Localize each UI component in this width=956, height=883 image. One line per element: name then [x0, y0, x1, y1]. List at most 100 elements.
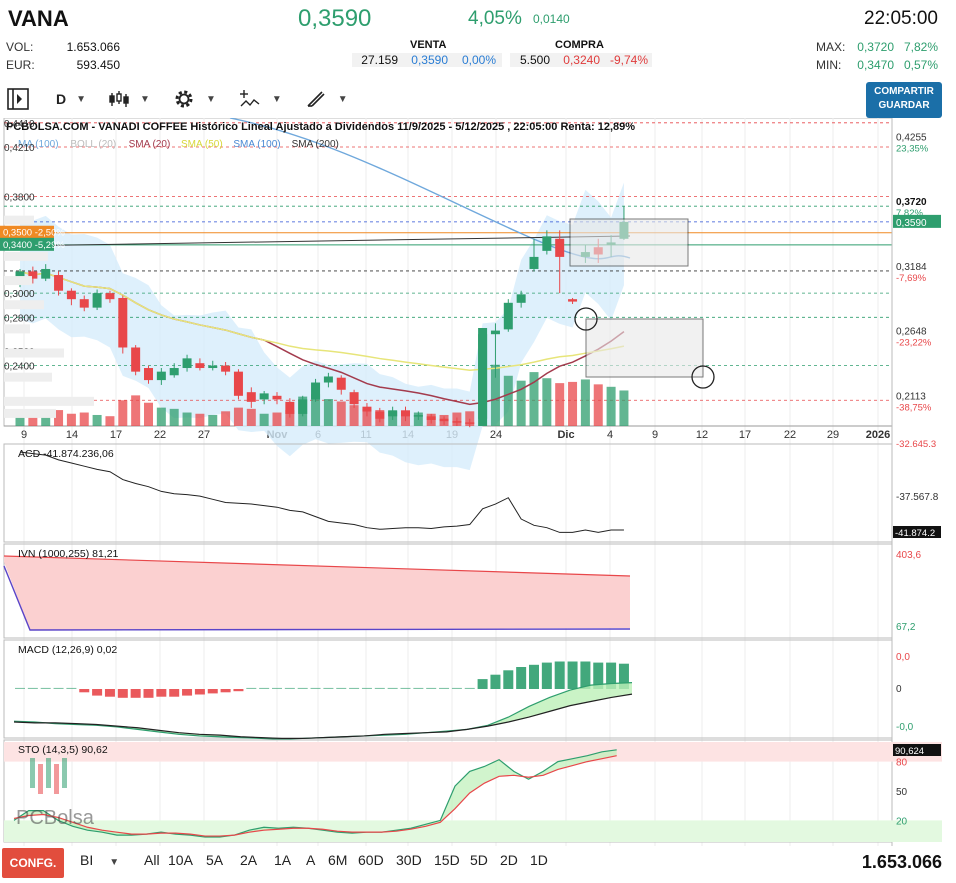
candlestick-icon	[109, 91, 129, 107]
period-button-10a[interactable]: 10A	[168, 852, 193, 868]
period-button-5d[interactable]: 5D	[470, 852, 488, 868]
right-price-label: 0,2113	[896, 391, 926, 402]
macd-histogram-bar	[361, 687, 372, 689]
macd-signal-line	[13, 693, 633, 740]
chevron-down-icon: ▼	[109, 857, 120, 868]
period-select[interactable]: D ▼	[56, 86, 86, 112]
period-button-60d[interactable]: 60D	[358, 852, 384, 868]
volume-bar	[516, 380, 526, 426]
right-pct-label: 23,35%	[896, 144, 929, 155]
macd-histogram-bar	[451, 687, 462, 689]
chart-toolbar: D ▼ ▼ ▼ ▼ ▼	[6, 86, 362, 112]
venta-pct: 0,00%	[461, 53, 496, 67]
right-pct-label: -7,69%	[896, 273, 927, 284]
legend-entry: SMA (200)	[292, 139, 339, 150]
left-price-label: 0,3800	[4, 193, 35, 204]
right-price-label: 0,3184	[896, 262, 927, 273]
macd-histogram-bar	[400, 687, 411, 689]
period-button-all[interactable]: All	[144, 852, 160, 868]
candle-body	[144, 368, 153, 381]
share-save-button[interactable]: COMPARTIR GUARDAR	[866, 82, 942, 118]
candle-body	[542, 236, 552, 251]
drawing-circle	[574, 307, 598, 331]
panel-toggle-button[interactable]	[6, 86, 30, 112]
volume-profile-bar	[4, 251, 48, 261]
period-button-15d[interactable]: 15D	[434, 852, 460, 868]
compra-box	[510, 53, 652, 67]
chevron-down-icon: ▼	[76, 93, 87, 105]
macd-histogram-bar	[53, 687, 64, 689]
volume-bar	[503, 375, 513, 426]
left-price-label: 0,4210	[4, 143, 35, 154]
ivn-upper-line	[3, 555, 631, 577]
acd-axis-label: -32.645.3	[896, 439, 936, 450]
volume-bar	[208, 414, 218, 426]
macd-histogram-bar	[464, 687, 475, 689]
macd-axis-label: 0,0	[896, 652, 910, 663]
candle-body	[79, 299, 89, 308]
sto-d-line	[13, 755, 617, 837]
config-button[interactable]: CONFG.	[2, 848, 64, 878]
chevron-down-icon: ▼	[271, 93, 282, 105]
volume-bar	[41, 413, 51, 426]
drawing-select[interactable]: ▼	[304, 86, 348, 112]
period-button-2d[interactable]: 2D	[500, 852, 518, 868]
period-button-5a[interactable]: 5A	[206, 852, 224, 868]
chart-type-select[interactable]: ▼	[108, 86, 150, 112]
max-pct: 7,82%	[903, 40, 938, 54]
change-absolute: 0,0140	[533, 12, 570, 26]
chevron-down-icon: ▼	[205, 93, 216, 105]
compra-price: 0,3240	[563, 53, 600, 67]
macd-histogram-bar	[259, 687, 270, 689]
last-time: 22:05:00	[864, 8, 938, 29]
macd-histogram-bar	[104, 689, 115, 697]
macd-histogram-bar	[272, 687, 282, 689]
chevron-down-icon: ▼	[140, 93, 150, 105]
sma-50-line	[19, 270, 625, 371]
period-button-30d[interactable]: 30D	[396, 852, 422, 868]
chart-area[interactable]: 914172227Nov611141924Dic49121722292026PC…	[0, 118, 956, 846]
period-button-2a[interactable]: 2A	[240, 852, 258, 868]
sto-overbought-zone	[4, 742, 942, 762]
macd-histogram-bar	[156, 689, 167, 697]
sto-tag-bg	[893, 744, 941, 756]
right-price-label: 0,3590	[896, 218, 927, 229]
settings-select[interactable]: ▼	[172, 86, 216, 112]
volume-bar	[272, 412, 282, 426]
min-pct: 0,57%	[903, 58, 938, 72]
candle-body	[221, 365, 231, 372]
x-tick-label: 17	[110, 429, 122, 441]
volume-profile-bar	[4, 324, 30, 334]
candle-body	[311, 382, 321, 400]
price-tag-bg	[893, 214, 941, 228]
indicators-select[interactable]: ▼	[238, 86, 282, 112]
period-button-6m[interactable]: 6M	[328, 852, 348, 868]
candle-body	[503, 302, 513, 330]
volume-bar	[285, 410, 295, 426]
ivn-title: IVN (1000,255) 81,21	[18, 548, 119, 560]
ivn-axis-label: 403,6	[896, 550, 921, 561]
macd-histogram-bar	[92, 689, 103, 696]
sto-oversold-zone	[4, 820, 942, 842]
mode-select[interactable]: BI ▼	[80, 852, 119, 868]
period-button-1a[interactable]: 1A	[274, 852, 292, 868]
macd-panel-frame	[3, 639, 893, 739]
macd-histogram-bar	[529, 664, 539, 689]
volume-bar	[336, 401, 346, 426]
venta-label: VENTA	[410, 39, 447, 51]
x-tick-label: 22	[154, 429, 166, 441]
volume-bar	[580, 379, 590, 426]
macd-histogram-bar	[426, 687, 437, 689]
drawing-box	[585, 318, 704, 378]
candle-body	[349, 392, 359, 405]
acd-axis-label: -37.567.8	[896, 492, 939, 503]
x-tick-label: 17	[739, 429, 751, 441]
venta-qty: 27.159	[361, 53, 398, 67]
volume-profile-bar	[4, 215, 34, 225]
candle-body	[426, 416, 436, 420]
macd-axis-label: 0	[896, 684, 902, 695]
period-button-a[interactable]: A	[306, 852, 316, 868]
candle-body	[208, 365, 218, 369]
period-button-1d[interactable]: 1D	[530, 852, 548, 868]
acd-panel-frame	[3, 443, 893, 543]
